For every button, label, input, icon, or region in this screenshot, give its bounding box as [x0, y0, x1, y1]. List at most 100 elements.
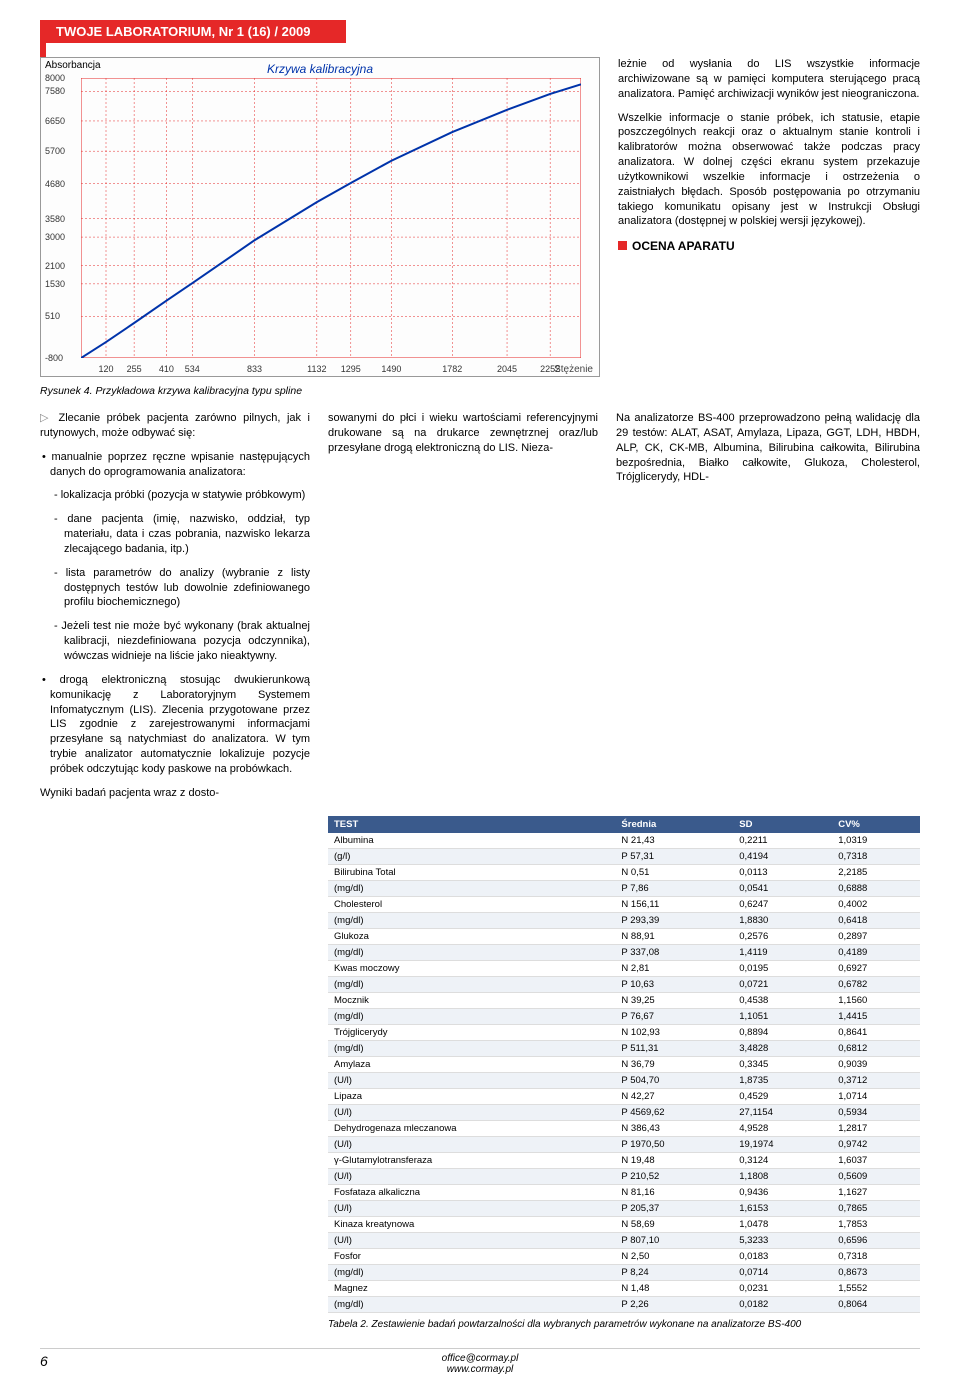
table-cell: 0,5609: [832, 1168, 920, 1184]
table-cell: N 156,11: [615, 896, 733, 912]
table-cell: N 39,25: [615, 992, 733, 1008]
table-cell: 1,5552: [832, 1280, 920, 1296]
chart-xtick: 1132: [307, 364, 326, 374]
dash-lok: lokalizacja próbki (pozycja w statywie p…: [64, 488, 310, 503]
table-cell: 27,1154: [733, 1104, 832, 1120]
table-row: Bilirubina TotalN 0,510,01132,2185: [328, 864, 920, 880]
table-cell: 0,3712: [832, 1072, 920, 1088]
table-cell: (U/l): [328, 1168, 615, 1184]
page-footer: 6 office@cormay.pl www.cormay.pl: [40, 1348, 920, 1375]
table-cell: 0,6596: [832, 1232, 920, 1248]
table-row: MocznikN 39,250,45381,1560: [328, 992, 920, 1008]
table-row: (U/l)P 210,521,18080,5609: [328, 1168, 920, 1184]
table-row: Dehydrogenaza mleczanowaN 386,434,95281,…: [328, 1120, 920, 1136]
table-row: (U/l)P 4569,6227,11540,5934: [328, 1104, 920, 1120]
table-cell: 1,1051: [733, 1008, 832, 1024]
heading-accent-icon: [618, 241, 627, 250]
table-cell: 0,4002: [832, 896, 920, 912]
table-cell: 0,9436: [733, 1184, 832, 1200]
table-cell: 0,6418: [832, 912, 920, 928]
paragraph-ocena: Na analizatorze BS-400 przeprowadzono pe…: [616, 411, 920, 485]
table-cell: Mocznik: [328, 992, 615, 1008]
table-cell: Trójglicerydy: [328, 1024, 615, 1040]
table-cell: 0,8641: [832, 1024, 920, 1040]
table-cell: 0,3124: [733, 1152, 832, 1168]
table-row: AlbuminaN 21,430,22111,0319: [328, 833, 920, 849]
table-cell: 0,8673: [832, 1264, 920, 1280]
table-cell: 0,6812: [832, 1040, 920, 1056]
chart-xtick: 120: [98, 364, 113, 374]
table-cell: P 293,39: [615, 912, 733, 928]
table-row: (mg/dl)P 511,313,48280,6812: [328, 1040, 920, 1056]
table-row: MagnezN 1,480,02311,5552: [328, 1280, 920, 1296]
table-cell: N 81,16: [615, 1184, 733, 1200]
bullet-elektron: drogą elektroniczną stosując dwukierunko…: [50, 673, 310, 777]
table-row: FosforN 2,500,01830,7318: [328, 1248, 920, 1264]
chart-ytick: 3580: [45, 214, 65, 224]
table-cell: 0,2211: [733, 833, 832, 849]
table-cell: 0,7318: [832, 848, 920, 864]
table-row: (U/l)P 1970,5019,19740,9742: [328, 1136, 920, 1152]
table-row: AmylazaN 36,790,33450,9039: [328, 1056, 920, 1072]
table-cell: (mg/dl): [328, 944, 615, 960]
table-cell: P 7,86: [615, 880, 733, 896]
table-cell: 4,9528: [733, 1120, 832, 1136]
table-row: (U/l)P 205,371,61530,7865: [328, 1200, 920, 1216]
table-row: γ-GlutamylotransferazaN 19,480,31241,603…: [328, 1152, 920, 1168]
table-cell: 0,6782: [832, 976, 920, 992]
table-cell: Magnez: [328, 1280, 615, 1296]
table-cell: Cholesterol: [328, 896, 615, 912]
chart-xtick: 534: [185, 364, 200, 374]
results-table: TESTŚredniaSDCV% AlbuminaN 21,430,22111,…: [328, 816, 920, 1313]
table-cell: N 21,43: [615, 833, 733, 849]
table-cell: (mg/dl): [328, 912, 615, 928]
table-cell: P 76,67: [615, 1008, 733, 1024]
table-cell: 0,0195: [733, 960, 832, 976]
chart-ylabel: Absorbancja: [45, 60, 101, 71]
table-cell: Fosfor: [328, 1248, 615, 1264]
table-cell: (U/l): [328, 1072, 615, 1088]
chart-ytick: 7580: [45, 86, 65, 96]
table-cell: 3,4828: [733, 1040, 832, 1056]
table-row: GlukozaN 88,910,25760,2897: [328, 928, 920, 944]
table-cell: Fosfataza alkaliczna: [328, 1184, 615, 1200]
table-cell: 19,1974: [733, 1136, 832, 1152]
chart-plot-svg: [81, 78, 581, 358]
table-cell: Dehydrogenaza mleczanowa: [328, 1120, 615, 1136]
table-cell: γ-Glutamylotransferaza: [328, 1152, 615, 1168]
table-cell: 0,6927: [832, 960, 920, 976]
table-cell: Kwas moczowy: [328, 960, 615, 976]
table-cell: 1,1560: [832, 992, 920, 1008]
table-cell: 1,2817: [832, 1120, 920, 1136]
table-cell: 0,0113: [733, 864, 832, 880]
table-cell: P 511,31: [615, 1040, 733, 1056]
heading-text: OCENA APARATU: [632, 239, 735, 253]
section-heading-ocena: OCENA APARATU: [618, 239, 920, 253]
table-cell: 0,2576: [733, 928, 832, 944]
table-cell: P 10,63: [615, 976, 733, 992]
table-row: (mg/dl)P 337,081,41190,4189: [328, 944, 920, 960]
table-cell: N 88,91: [615, 928, 733, 944]
paragraph-sowanymi: sowanymi do płci i wieku wartościami ref…: [328, 411, 598, 456]
table-cell: 1,0478: [733, 1216, 832, 1232]
table-cell: Glukoza: [328, 928, 615, 944]
table-row: (U/l)P 504,701,87350,3712: [328, 1072, 920, 1088]
table-cell: N 2,81: [615, 960, 733, 976]
table-cell: 0,4538: [733, 992, 832, 1008]
table-caption: Tabela 2. Zestawienie badań powtarzalnoś…: [328, 1319, 920, 1330]
table-header-cell: SD: [733, 816, 832, 833]
table-cell: 1,7853: [832, 1216, 920, 1232]
table-cell: 0,8894: [733, 1024, 832, 1040]
table-row: (g/l)P 57,310,41940,7318: [328, 848, 920, 864]
table-row: Fosfataza alkalicznaN 81,160,94361,1627: [328, 1184, 920, 1200]
table-cell: 1,1627: [832, 1184, 920, 1200]
paragraph-wszelkie: Wszelkie informacje o stanie próbek, ich…: [618, 111, 920, 230]
table-cell: P 8,24: [615, 1264, 733, 1280]
table-header-cell: Średnia: [615, 816, 733, 833]
table-header-cell: CV%: [832, 816, 920, 833]
table-cell: 0,0231: [733, 1280, 832, 1296]
chart-ytick: 2100: [45, 261, 65, 271]
table-cell: (mg/dl): [328, 1008, 615, 1024]
table-cell: Amylaza: [328, 1056, 615, 1072]
table-cell: 0,7318: [832, 1248, 920, 1264]
